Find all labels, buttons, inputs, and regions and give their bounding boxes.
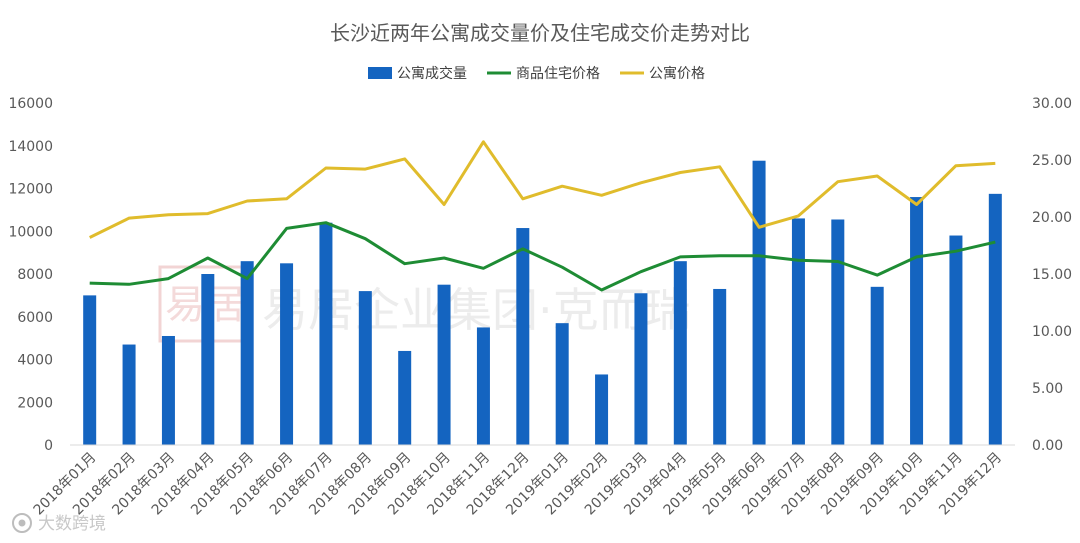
y-left-tick-label: 14000 [8,139,53,155]
bar [634,293,648,445]
y-left-tick-label: 2000 [17,395,53,411]
bar [319,222,333,445]
legend: 公寓成交量 商品住宅价格 公寓价格 [368,65,705,82]
bar [161,335,175,445]
series-line [89,221,996,292]
line-series [89,140,996,292]
y-axis-left: 0 2000 4000 6000 8000 10000 12000 14000 16000 [8,96,53,454]
y-left-tick-label: 8000 [17,267,53,283]
x-axis: 2018年01月2018年02月2018年03月2018年04月2018年05月… [31,450,1006,519]
bar [280,263,294,445]
bar [437,284,451,445]
bar [870,286,884,445]
y-left-tick-label: 12000 [8,182,53,198]
y-axis-right: 0.00 5.00 10.00 15.00 20.00 25.00 30.00 [1032,96,1072,454]
y-left-tick-label: 16000 [8,96,53,112]
camera-icon [12,513,32,533]
bar [358,291,372,445]
y-right-tick-label: 30.00 [1032,96,1072,112]
legend-label: 公寓成交量 [397,65,467,82]
y-left-tick-label: 0 [44,438,53,454]
bar [122,344,136,445]
source-watermark: 大数跨境 [12,513,106,534]
y-right-tick-label: 25.00 [1032,153,1072,169]
y-right-tick-label: 15.00 [1032,267,1072,283]
bar [831,219,845,445]
legend-label: 公寓价格 [649,65,705,82]
y-right-tick-label: 0.00 [1032,438,1063,454]
bar [949,235,963,445]
bar [988,193,1002,445]
bar [476,327,490,445]
y-left-tick-label: 6000 [17,310,53,326]
y-right-tick-label: 10.00 [1032,324,1072,340]
bar [713,288,727,445]
bar [240,261,254,445]
chart-title: 长沙近两年公寓成交量价及住宅成交价走势对比 [330,21,750,45]
bar [555,323,569,445]
watermark-text: 易居企业集团·克而瑞 [262,283,691,337]
bar [201,274,215,445]
y-left-tick-label: 10000 [8,224,53,240]
bar [595,374,609,445]
bar [791,218,805,445]
bar [752,160,766,445]
source-watermark-text: 大数跨境 [38,514,106,534]
series-line [89,140,996,239]
bar [673,261,687,445]
watermark: 易居 易居企业集团·克而瑞 [158,265,691,343]
legend-swatch [368,67,392,79]
legend-label: 商品住宅价格 [516,66,600,82]
bar [83,295,97,445]
camera-lens [18,519,26,527]
y-right-tick-label: 20.00 [1032,210,1072,226]
bar [398,350,412,445]
y-right-tick-label: 5.00 [1032,381,1063,397]
bar [516,228,530,445]
y-left-tick-label: 4000 [17,353,53,369]
bar [910,197,924,445]
